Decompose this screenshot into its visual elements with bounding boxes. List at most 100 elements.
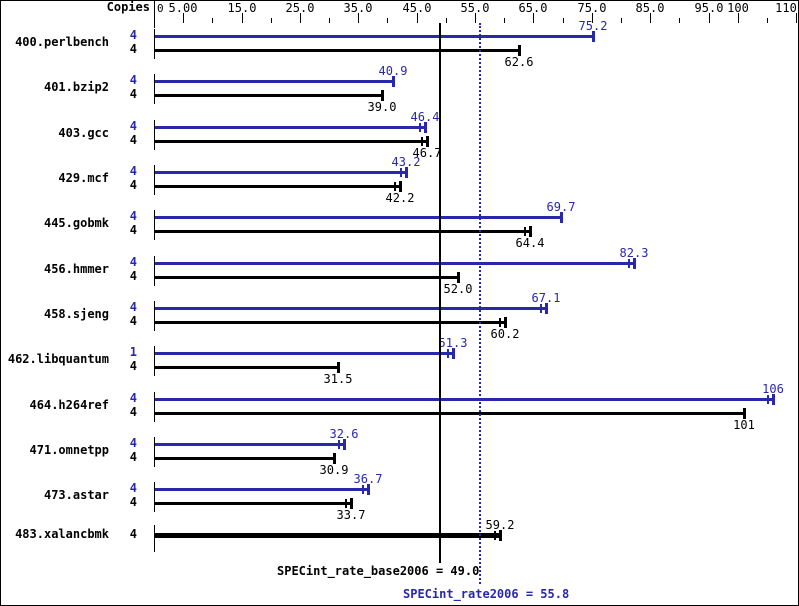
copies-value: 4	[129, 87, 137, 101]
bar-run-tick	[400, 168, 402, 177]
bar-run-tick	[338, 440, 340, 449]
axis-major-tick	[417, 13, 418, 23]
bar-value-label: 106	[762, 382, 784, 396]
row-baseline	[154, 437, 155, 467]
benchmark-label: 471.omnetpp	[29, 443, 109, 457]
axis-major-tick	[300, 13, 301, 23]
peak-bar	[155, 126, 425, 129]
axis-minor-tick	[621, 18, 622, 23]
base-bar	[155, 185, 400, 188]
base-bar	[155, 49, 519, 52]
copies-column-header: Copies	[106, 0, 150, 14]
peak-bar	[155, 171, 406, 174]
benchmark-label: 403.gcc	[58, 126, 109, 140]
bar-value-label: 82.3	[619, 246, 649, 260]
axis-major-tick	[738, 13, 739, 23]
axis-minor-tick	[504, 18, 505, 23]
bar-value-label: 43.2	[391, 155, 421, 169]
copies-axis-separator	[154, 1, 155, 28]
row-baseline	[154, 74, 155, 104]
copies-value: 4	[129, 495, 137, 509]
copies-value: 4	[129, 269, 137, 283]
axis-major-tick	[709, 13, 710, 23]
bar-run-tick	[419, 123, 421, 132]
base-bar	[155, 502, 351, 505]
axis-major-tick	[475, 13, 476, 23]
benchmark-label: 401.bzip2	[43, 80, 109, 94]
base-bar	[155, 94, 382, 97]
reference-line-label-peak_mean: SPECint_rate2006 = 55.8	[403, 587, 570, 601]
base-bar	[155, 457, 334, 460]
bar-end-tick	[337, 362, 340, 373]
peak-bar	[155, 80, 393, 83]
axis-minor-tick	[329, 18, 330, 23]
axis-tick-label: 110	[775, 1, 797, 15]
copies-value: 4	[129, 28, 137, 42]
base-bar	[155, 140, 427, 143]
benchmark-label: 445.gobmk	[43, 216, 109, 230]
peak-bar	[155, 488, 368, 491]
copies-value: 4	[129, 450, 137, 464]
reference-line-base_mean	[439, 23, 441, 563]
bar-value-label: 60.2	[490, 327, 520, 341]
axis-major-tick	[242, 13, 243, 23]
bar-value-label: 42.2	[385, 191, 415, 205]
benchmark-label: 456.hmmer	[43, 262, 109, 276]
row-baseline	[154, 210, 155, 240]
benchmark-label: 429.mcf	[58, 171, 109, 185]
reference-line-peak_mean	[479, 23, 481, 584]
axis-tick-label: 5.00	[168, 1, 198, 15]
peak-bar	[155, 352, 453, 355]
peak-bar	[155, 443, 344, 446]
copies-value: 4	[129, 164, 137, 178]
axis-tick-label: 25.0	[285, 1, 315, 15]
base-bar	[155, 412, 744, 415]
axis-major-tick	[533, 13, 534, 23]
axis-minor-tick	[387, 18, 388, 23]
bar-end-tick	[392, 76, 395, 87]
bar-run-tick	[524, 227, 526, 236]
bar-end-tick	[518, 45, 521, 56]
peak-bar	[155, 398, 773, 401]
bar-run-tick	[494, 531, 496, 540]
bar-end-tick	[333, 453, 336, 464]
copies-value: 4	[129, 223, 137, 237]
axis-tick-label: 15.0	[227, 1, 257, 15]
copies-value: 4	[129, 255, 137, 269]
copies-value: 4	[129, 314, 137, 328]
bar-end-tick	[457, 272, 460, 283]
bar-end-tick	[743, 408, 746, 419]
reference-line-label-base_mean: SPECint_rate_base2006 = 49.0	[277, 564, 480, 578]
bar-end-tick	[343, 439, 346, 450]
axis-tick-label: 100	[727, 1, 749, 15]
axis-tick-label: 35.0	[343, 1, 373, 15]
bar-value-label: 51.3	[438, 336, 468, 350]
bar-value-label: 46.7	[412, 146, 442, 160]
row-baseline	[154, 301, 155, 331]
bar-run-tick	[767, 395, 769, 404]
bar-value-label: 69.7	[546, 200, 576, 214]
benchmark-label: 473.astar	[43, 488, 109, 502]
bar-value-label: 32.6	[329, 427, 359, 441]
axis-minor-tick	[767, 18, 768, 23]
bar-run-tick	[421, 137, 423, 146]
bar-value-label: 59.2	[485, 518, 515, 532]
bar-run-tick	[540, 304, 542, 313]
axis-major-tick	[592, 13, 593, 23]
peak-bar	[155, 35, 593, 38]
bar-value-label: 30.9	[319, 463, 349, 477]
merged-bar	[155, 533, 500, 538]
copies-value: 4	[129, 119, 137, 133]
bar-end-tick	[545, 303, 548, 314]
benchmark-label: 458.sjeng	[43, 307, 109, 321]
bar-value-label: 40.9	[378, 64, 408, 78]
axis-minor-tick	[679, 18, 680, 23]
copies-value: 4	[129, 42, 137, 56]
bar-end-tick	[350, 498, 353, 509]
axis-tick-label: 55.0	[460, 1, 490, 15]
row-baseline	[154, 346, 155, 376]
row-baseline	[154, 392, 155, 422]
bar-value-label: 64.4	[515, 236, 545, 250]
bar-end-tick	[499, 530, 502, 541]
bar-end-tick	[452, 348, 455, 359]
